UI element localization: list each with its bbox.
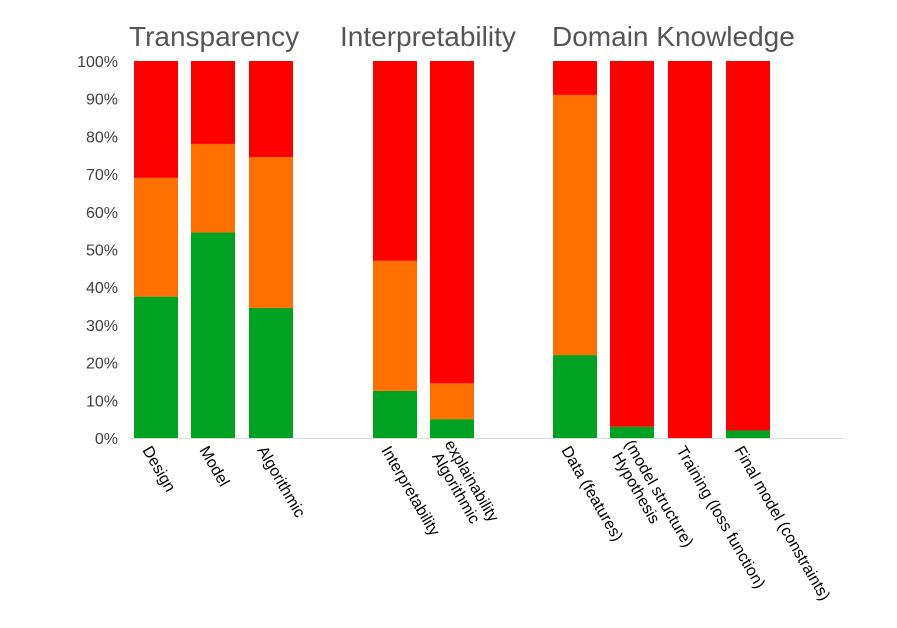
bar-segment-red xyxy=(668,61,712,438)
y-tick-label: 20% xyxy=(86,356,118,373)
y-tick-label: 70% xyxy=(86,167,118,184)
bar-segment-red xyxy=(134,61,178,178)
y-tick-label: 100% xyxy=(77,54,118,71)
bar-segment-red xyxy=(191,61,235,144)
bars xyxy=(134,61,770,438)
bar-segment-green xyxy=(430,419,474,438)
bar-segment-orange xyxy=(191,143,235,233)
bar-segment-green xyxy=(134,296,178,438)
bar-segment-green xyxy=(553,355,597,438)
bar-segment-red xyxy=(553,61,597,95)
y-tick-label: 90% xyxy=(86,92,118,109)
bar-segment-green xyxy=(610,426,654,438)
bar-segment-green xyxy=(249,307,293,438)
x-tick-label: Final model (constraints) xyxy=(731,444,833,604)
bar-segment-orange xyxy=(430,383,474,420)
x-tick-label: Design xyxy=(139,444,179,496)
bar-segment-orange xyxy=(553,94,597,356)
y-tick-label: 30% xyxy=(86,318,118,335)
group-title: Transparency xyxy=(129,21,299,52)
bar-segment-orange xyxy=(249,157,293,308)
bar-segment-red xyxy=(726,61,770,431)
x-tick-label: Algorithmic xyxy=(254,444,308,521)
bar-segment-red xyxy=(430,61,474,384)
bar-segment-red xyxy=(610,61,654,427)
bar-segment-green xyxy=(191,232,235,438)
group-title: Interpretability xyxy=(340,21,516,52)
y-tick-label: 60% xyxy=(86,205,118,222)
y-tick-label: 80% xyxy=(86,129,118,146)
bar-segment-orange xyxy=(134,177,178,297)
group-titles: Transparency Interpretability Domain Knowl… xyxy=(129,21,795,52)
x-axis-labels: Design Model Algorithmic InterpretabilityAl… xyxy=(139,437,833,604)
y-tick-label: 50% xyxy=(86,243,118,260)
x-tick-label: Model xyxy=(196,444,233,490)
bar-segment-green xyxy=(726,430,770,438)
group-title: Domain Knowledge xyxy=(552,21,795,52)
bar-segment-red xyxy=(373,61,417,261)
y-tick-label: 10% xyxy=(86,393,118,410)
y-axis: 0% 10% 20% 30% 40% 50% 60% 70% 80% 90% 100% xyxy=(77,54,118,448)
bar-segment-green xyxy=(373,390,417,438)
y-tick-label: 40% xyxy=(86,280,118,297)
bar-segment-orange xyxy=(373,260,417,391)
y-tick-label: 0% xyxy=(95,431,118,448)
bar-segment-red xyxy=(249,61,293,158)
